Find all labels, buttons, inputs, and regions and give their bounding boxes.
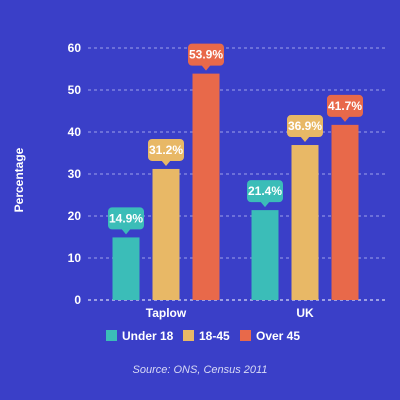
data-label-pointer	[161, 159, 171, 166]
bar	[192, 73, 220, 301]
y-tick-label: 10	[68, 251, 82, 265]
data-label-pointer	[300, 136, 310, 143]
y-axis-label: Percentage	[12, 147, 26, 212]
data-label-pointer	[201, 64, 211, 71]
data-label-text: 21.4%	[248, 184, 282, 198]
legend-swatch	[106, 330, 117, 341]
y-tick-label: 20	[68, 209, 82, 223]
data-label-box	[327, 94, 363, 117]
legend-label: Under 18	[122, 329, 174, 343]
data-label-pointer	[340, 115, 350, 122]
bars	[112, 73, 359, 301]
legend-label: Over 45	[256, 329, 300, 343]
data-label-text: 41.7%	[328, 99, 362, 113]
x-tick-label: Taplow	[146, 306, 187, 320]
data-label: 31.2%	[148, 138, 184, 166]
legend-item: Over 45	[240, 329, 300, 343]
data-label-text: 53.9%	[189, 48, 223, 62]
data-label-box	[108, 207, 144, 230]
bar	[152, 168, 180, 300]
y-tick-label: 50	[68, 83, 82, 97]
data-labels: 14.9% 21.4% 31.2% 36.9% 53.9% 41.7%	[108, 43, 363, 235]
data-label-pointer	[260, 201, 270, 208]
legend-item: 18-45	[183, 329, 230, 343]
data-label: 36.9%	[287, 115, 323, 143]
legend-item: Under 18	[106, 329, 174, 343]
data-label: 53.9%	[188, 43, 224, 71]
data-label: 14.9%	[108, 207, 144, 235]
legend: Under 18 18-45 Over 45	[106, 329, 300, 343]
legend-swatch	[183, 330, 194, 341]
data-label-box	[148, 138, 184, 161]
bar	[331, 124, 359, 300]
data-label-box	[188, 43, 224, 66]
data-label: 21.4%	[247, 180, 283, 208]
legend-swatch	[240, 330, 251, 341]
y-tick-label: 0	[74, 293, 81, 307]
data-label-text: 36.9%	[288, 119, 322, 133]
data-label: 41.7%	[327, 94, 363, 122]
source-note: Source: ONS, Census 2011	[133, 364, 268, 376]
data-label-text: 14.9%	[109, 211, 143, 225]
x-tick-label: UK	[296, 306, 314, 320]
bar	[251, 210, 279, 300]
bar	[112, 237, 140, 300]
y-tick-label: 60	[68, 41, 82, 55]
data-label-box	[247, 180, 283, 203]
y-tick-label: 30	[68, 167, 82, 181]
y-tick-label: 40	[68, 125, 82, 139]
legend-label: 18-45	[199, 329, 230, 343]
data-label-text: 31.2%	[149, 143, 183, 157]
bar	[291, 145, 319, 300]
data-label-pointer	[121, 228, 131, 235]
data-label-box	[287, 115, 323, 138]
axes: 0 10 20 30 40 50 60 Taplow UK	[68, 41, 388, 320]
